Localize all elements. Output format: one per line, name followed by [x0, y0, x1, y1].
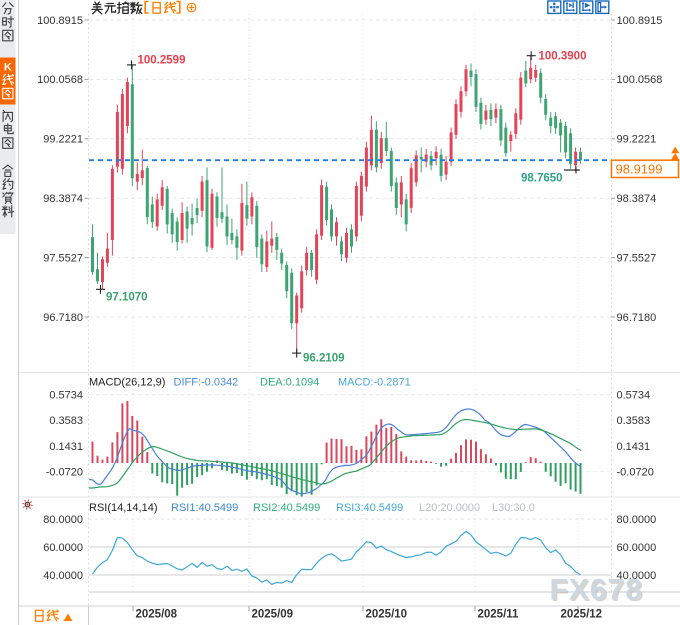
svg-text:60.0000: 60.0000 — [617, 542, 657, 554]
svg-text:MACD(26,12,9): MACD(26,12,9) — [89, 377, 165, 389]
svg-text:RSI2:40.5499: RSI2:40.5499 — [253, 502, 320, 514]
svg-text:100.0568: 100.0568 — [37, 74, 83, 86]
svg-text:FX678: FX678 — [550, 574, 643, 607]
svg-text:98.3874: 98.3874 — [617, 193, 657, 205]
svg-text:2025/10: 2025/10 — [366, 609, 408, 621]
svg-text:40.0000: 40.0000 — [617, 570, 657, 582]
svg-text:80.0000: 80.0000 — [617, 514, 657, 526]
svg-text:97.5527: 97.5527 — [617, 252, 657, 264]
svg-text:97.5527: 97.5527 — [43, 252, 83, 264]
svg-text:100.8915: 100.8915 — [37, 15, 83, 27]
svg-text:0.1431: 0.1431 — [49, 441, 83, 453]
svg-text:-0.0720: -0.0720 — [617, 466, 654, 478]
svg-text:DEA:0.1094: DEA:0.1094 — [260, 377, 319, 389]
svg-text:40.0000: 40.0000 — [43, 570, 83, 582]
svg-text:DIFF:-0.0342: DIFF:-0.0342 — [174, 377, 239, 389]
svg-text:100.3900: 100.3900 — [539, 51, 587, 63]
svg-text:MACD:-0.2871: MACD:-0.2871 — [338, 377, 411, 389]
svg-text:0.1431: 0.1431 — [617, 441, 651, 453]
svg-text:2025/12: 2025/12 — [561, 609, 603, 621]
svg-text:RSI1:40.5499: RSI1:40.5499 — [171, 502, 238, 514]
svg-text:96.7180: 96.7180 — [43, 312, 83, 324]
svg-text:97.1070: 97.1070 — [106, 292, 148, 304]
svg-text:96.7180: 96.7180 — [617, 312, 657, 324]
svg-text:-0.0720: -0.0720 — [46, 466, 83, 478]
svg-text:FX678: FX678 — [551, 575, 644, 608]
svg-text:60.0000: 60.0000 — [43, 542, 83, 554]
svg-text:2025/09: 2025/09 — [252, 609, 294, 621]
svg-text:L20:20.0000: L20:20.0000 — [419, 502, 480, 514]
svg-text:99.2221: 99.2221 — [617, 134, 657, 146]
svg-text:0.5734: 0.5734 — [617, 390, 651, 402]
svg-text:99.2221: 99.2221 — [43, 134, 83, 146]
svg-text:K: K — [4, 62, 12, 74]
svg-text:0.3583: 0.3583 — [617, 415, 651, 427]
svg-text:2025/11: 2025/11 — [478, 609, 520, 621]
svg-text:100.8915: 100.8915 — [617, 15, 663, 27]
svg-text:0.3583: 0.3583 — [49, 415, 83, 427]
svg-text:0.5734: 0.5734 — [49, 390, 83, 402]
svg-text:98.3874: 98.3874 — [43, 193, 83, 205]
svg-text:96.2109: 96.2109 — [303, 353, 345, 365]
svg-text:98.7650: 98.7650 — [521, 173, 563, 185]
svg-text:100.0568: 100.0568 — [617, 74, 663, 86]
svg-text:RSI3:40.5499: RSI3:40.5499 — [336, 502, 403, 514]
svg-text:2025/08: 2025/08 — [136, 609, 178, 621]
svg-text:L30:30.0: L30:30.0 — [492, 502, 535, 514]
svg-text:80.0000: 80.0000 — [43, 514, 83, 526]
svg-text:RSI(14,14,14): RSI(14,14,14) — [89, 502, 157, 514]
svg-text:100.2599: 100.2599 — [138, 55, 186, 67]
svg-text:98.9199: 98.9199 — [616, 162, 663, 177]
